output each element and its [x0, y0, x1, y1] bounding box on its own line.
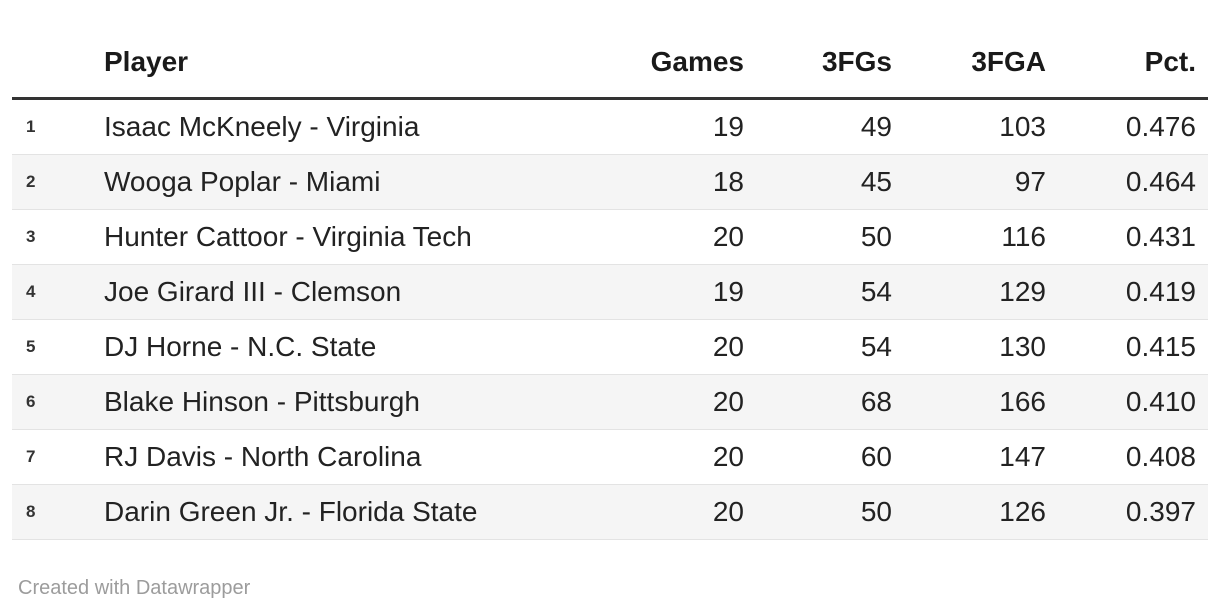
table-row: 4 Joe Girard III - Clemson 19 54 129 0.419 [12, 264, 1208, 320]
3fgs-value: 60 [756, 429, 904, 485]
table-row: 1 Isaac McKneely - Virginia 19 49 103 0.476 [12, 99, 1208, 155]
table-row: 2 Wooga Poplar - Miami 18 45 97 0.464 [12, 154, 1208, 210]
3fgs-value: 49 [860, 111, 892, 142]
player-name: RJ Davis - North Carolina [92, 429, 572, 485]
3fgs-value: 54 [756, 264, 904, 320]
player-name: DJ Horne - N.C. State [92, 319, 572, 375]
games-value: 20 [572, 319, 756, 375]
player-name: Isaac McKneely - Virginia [104, 111, 420, 142]
row-rank: 2 [12, 154, 92, 210]
pct-value: 0.415 [1058, 319, 1208, 375]
games-value: 19 [712, 111, 744, 142]
pct-column-header: Pct. [1058, 40, 1208, 100]
games-value: 20 [572, 209, 756, 265]
table-row: 3 Hunter Cattoor - Virginia Tech 20 50 116 0.… [12, 209, 1208, 265]
attribution: Created with Datawrapper [18, 576, 1208, 600]
pct-value: 0.476 [1125, 111, 1196, 142]
player-name: Darin Green Jr. - Florida State [92, 484, 572, 540]
table-row: 8 Darin Green Jr. - Florida State 20 50 126 0… [12, 484, 1208, 540]
pct-value: 0.397 [1058, 484, 1208, 540]
3fga-value: 130 [904, 319, 1058, 375]
3fga-value: 166 [904, 374, 1058, 430]
games-value: 20 [572, 484, 756, 540]
pct-value: 0.408 [1058, 429, 1208, 485]
3fgs-value: 54 [756, 319, 904, 375]
3fgs-value: 68 [756, 374, 904, 430]
3fgs-value: 50 [756, 209, 904, 265]
table-row: 7 RJ Davis - North Carolina 20 60 147 0.408 [12, 429, 1208, 485]
player-column-header: Player [92, 40, 572, 100]
row-rank: 5 [12, 319, 92, 375]
table-body: 1 Isaac McKneely - Virginia 19 49 103 0.476 2 W… [12, 99, 1208, 540]
pct-value: 0.464 [1058, 154, 1208, 210]
player-name: Hunter Cattoor - Virginia Tech [92, 209, 572, 265]
row-rank: 3 [12, 209, 92, 265]
row-rank: 8 [12, 484, 92, 540]
datawrapper-attribution-link[interactable]: Created with Datawrapper [18, 577, 251, 599]
player-name: Joe Girard III - Clemson [92, 264, 572, 320]
row-rank: 1 [26, 117, 36, 136]
row-rank: 6 [12, 374, 92, 430]
table-row: 6 Blake Hinson - Pittsburgh 20 68 166 0.410 [12, 374, 1208, 430]
3fgs-value: 50 [756, 484, 904, 540]
player-name: Wooga Poplar - Miami [92, 154, 572, 210]
row-rank: 7 [12, 429, 92, 485]
3fga-value: 147 [904, 429, 1058, 485]
3fga-value: 97 [904, 154, 1058, 210]
3fga-column-header: 3FGA [904, 40, 1058, 100]
3fgs-column-header: 3FGs [756, 40, 904, 100]
games-column-header: Games [572, 40, 756, 100]
rank-column-header [12, 40, 92, 100]
pct-value: 0.410 [1058, 374, 1208, 430]
row-rank: 4 [12, 264, 92, 320]
3fga-value: 129 [904, 264, 1058, 320]
stats-table: Player Games 3FGs 3FGA Pct. 1 Isaac McKne… [12, 40, 1208, 540]
pct-value: 0.431 [1058, 209, 1208, 265]
header-row: Player Games 3FGs 3FGA Pct. [12, 40, 1208, 100]
3fga-value: 116 [904, 209, 1058, 265]
3fga-value: 103 [999, 111, 1046, 142]
games-value: 18 [572, 154, 756, 210]
games-value: 19 [572, 264, 756, 320]
3fga-value: 126 [904, 484, 1058, 540]
games-value: 20 [572, 374, 756, 430]
player-name: Blake Hinson - Pittsburgh [92, 374, 572, 430]
pct-value: 0.419 [1058, 264, 1208, 320]
table-row: 5 DJ Horne - N.C. State 20 54 130 0.415 [12, 319, 1208, 375]
3fgs-value: 45 [756, 154, 904, 210]
games-value: 20 [572, 429, 756, 485]
